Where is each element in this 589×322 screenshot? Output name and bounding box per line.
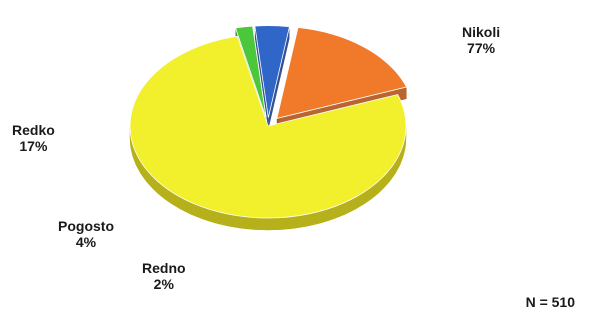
slice-pogosto <box>254 25 290 118</box>
label-redko-name: Redko <box>12 122 55 138</box>
label-nikoli: Nikoli 77% <box>462 24 500 56</box>
slice-nikoli <box>129 35 407 219</box>
slice-redno <box>234 25 267 118</box>
label-pogosto-name: Pogosto <box>58 218 114 234</box>
label-redno-value: 2% <box>153 276 174 292</box>
label-nikoli-name: Nikoli <box>462 24 501 40</box>
label-redko-value: 17% <box>19 138 48 154</box>
label-redno: Redno 2% <box>142 260 186 292</box>
slice-face-pogosto-end <box>268 26 290 130</box>
label-pogosto-value: 4% <box>75 234 97 250</box>
slice-redko <box>276 27 408 119</box>
label-pogosto: Pogosto 4% <box>58 218 114 250</box>
label-redko: Redko 17% <box>12 122 55 154</box>
slice-face-pogosto-start <box>254 26 269 130</box>
label-redno-name: Redno <box>142 260 186 276</box>
sample-size-note: N = 510 <box>525 294 575 310</box>
label-nikoli-value: 77% <box>467 40 496 56</box>
